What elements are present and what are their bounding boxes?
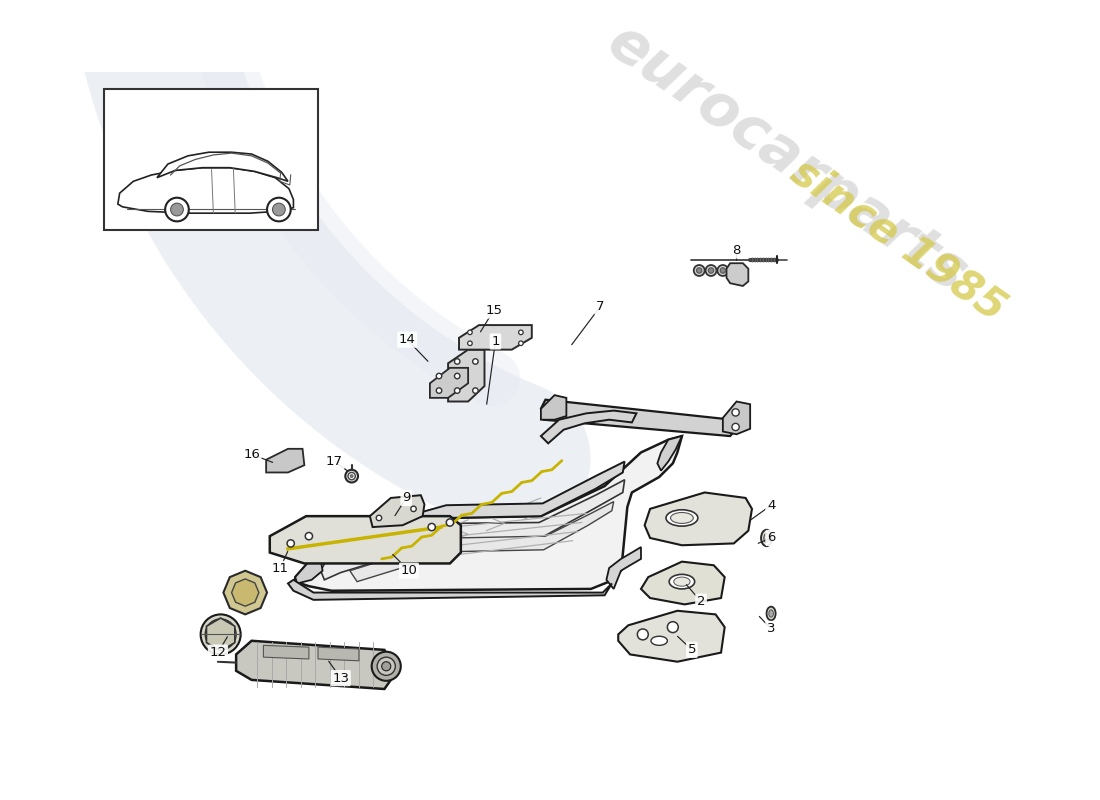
Bar xyxy=(104,89,318,230)
Text: 4: 4 xyxy=(767,498,775,512)
Polygon shape xyxy=(658,436,682,470)
Text: 8: 8 xyxy=(733,244,740,257)
Text: 2: 2 xyxy=(696,595,705,608)
Polygon shape xyxy=(541,395,567,420)
Circle shape xyxy=(348,473,355,480)
Ellipse shape xyxy=(769,610,773,617)
Text: 6: 6 xyxy=(767,531,775,545)
Circle shape xyxy=(372,652,400,681)
Polygon shape xyxy=(459,325,531,350)
Text: 1: 1 xyxy=(492,335,499,348)
Polygon shape xyxy=(541,400,737,436)
Polygon shape xyxy=(266,449,305,473)
Circle shape xyxy=(518,330,524,334)
Ellipse shape xyxy=(767,606,775,620)
Circle shape xyxy=(206,619,236,650)
Circle shape xyxy=(454,388,460,394)
Circle shape xyxy=(454,374,460,378)
Circle shape xyxy=(708,268,714,274)
Circle shape xyxy=(345,470,358,482)
Circle shape xyxy=(696,268,702,274)
Polygon shape xyxy=(295,554,322,583)
Circle shape xyxy=(437,374,442,378)
Polygon shape xyxy=(232,579,258,606)
Polygon shape xyxy=(723,402,750,434)
Polygon shape xyxy=(618,610,725,662)
Circle shape xyxy=(447,519,453,526)
Polygon shape xyxy=(236,641,390,689)
Polygon shape xyxy=(726,263,748,286)
Text: 11: 11 xyxy=(272,562,288,575)
Circle shape xyxy=(717,265,728,276)
Circle shape xyxy=(720,268,726,274)
Ellipse shape xyxy=(666,510,697,526)
Circle shape xyxy=(732,409,739,416)
Ellipse shape xyxy=(763,534,769,542)
Circle shape xyxy=(200,614,241,654)
Polygon shape xyxy=(645,493,752,546)
Ellipse shape xyxy=(761,530,772,546)
Polygon shape xyxy=(207,618,234,650)
Circle shape xyxy=(165,198,189,222)
Circle shape xyxy=(306,533,312,540)
Text: 17: 17 xyxy=(326,455,343,468)
Ellipse shape xyxy=(671,513,693,523)
Circle shape xyxy=(473,388,478,394)
Polygon shape xyxy=(370,495,425,527)
Polygon shape xyxy=(270,516,461,563)
Text: 14: 14 xyxy=(398,333,416,346)
Circle shape xyxy=(410,506,416,511)
Circle shape xyxy=(637,629,648,640)
Polygon shape xyxy=(316,462,625,554)
Circle shape xyxy=(732,423,739,430)
Text: eurocarparts: eurocarparts xyxy=(596,14,978,304)
Circle shape xyxy=(694,265,705,276)
Polygon shape xyxy=(263,646,309,659)
Circle shape xyxy=(468,330,472,334)
Circle shape xyxy=(454,358,460,364)
Text: 10: 10 xyxy=(400,564,417,578)
Text: 15: 15 xyxy=(485,304,502,317)
Circle shape xyxy=(350,474,353,478)
Text: 13: 13 xyxy=(332,671,349,685)
Circle shape xyxy=(170,203,184,216)
Circle shape xyxy=(376,515,382,521)
Text: 5: 5 xyxy=(688,643,696,656)
Circle shape xyxy=(267,198,290,222)
Circle shape xyxy=(382,662,390,671)
Polygon shape xyxy=(606,547,641,589)
Polygon shape xyxy=(350,502,614,582)
Ellipse shape xyxy=(651,636,668,646)
Text: 7: 7 xyxy=(596,300,604,314)
Polygon shape xyxy=(541,410,637,443)
Polygon shape xyxy=(430,368,469,398)
Polygon shape xyxy=(295,436,682,590)
Circle shape xyxy=(287,540,295,547)
Text: 12: 12 xyxy=(209,646,227,659)
Text: 3: 3 xyxy=(767,622,775,635)
Polygon shape xyxy=(318,647,359,661)
Circle shape xyxy=(437,388,442,394)
Polygon shape xyxy=(641,562,725,604)
Circle shape xyxy=(705,265,716,276)
Circle shape xyxy=(377,657,395,675)
Circle shape xyxy=(468,341,472,346)
Circle shape xyxy=(668,622,679,633)
Text: since 1985: since 1985 xyxy=(783,151,1014,330)
Text: 9: 9 xyxy=(403,491,410,505)
Circle shape xyxy=(473,358,478,364)
Circle shape xyxy=(273,203,285,216)
Polygon shape xyxy=(223,570,267,614)
Polygon shape xyxy=(288,580,612,600)
Ellipse shape xyxy=(673,577,690,586)
Polygon shape xyxy=(448,350,484,402)
Polygon shape xyxy=(118,168,294,213)
Circle shape xyxy=(428,523,436,530)
Text: 16: 16 xyxy=(243,448,260,461)
Circle shape xyxy=(518,341,524,346)
Polygon shape xyxy=(157,152,288,182)
Polygon shape xyxy=(321,480,625,580)
Ellipse shape xyxy=(669,574,695,589)
